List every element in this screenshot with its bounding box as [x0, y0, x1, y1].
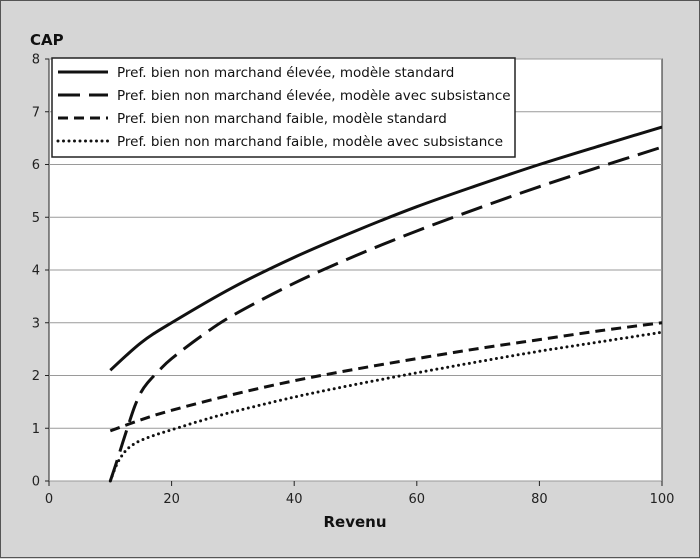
legend-box — [51, 57, 516, 158]
y-tick-label: 5 — [32, 211, 40, 226]
series-line-4 — [108, 330, 664, 483]
y-tick-label: 6 — [32, 158, 40, 173]
y-tick-label: 1 — [32, 422, 40, 437]
legend-label-1: Pref. bien non marchand élevée, modèle s… — [117, 65, 454, 81]
x-tick-label: 80 — [531, 492, 548, 507]
x-tick-label: 60 — [409, 492, 426, 507]
x-tick-label: 0 — [45, 492, 53, 507]
series-line-3 — [109, 321, 663, 433]
series-line-2 — [108, 145, 663, 482]
y-tick-label: 8 — [32, 53, 40, 68]
y-tick-label: 0 — [32, 475, 40, 490]
y-tick-label: 7 — [32, 105, 40, 120]
x-axis-label: Revenu — [323, 513, 386, 531]
y-axis-ticks: 0 1 2 3 4 5 6 7 8 — [32, 53, 49, 490]
x-tick-label: 40 — [286, 492, 303, 507]
y-tick-label: 4 — [32, 264, 40, 279]
series-lines — [108, 125, 664, 483]
x-tick-label: 100 — [650, 492, 675, 507]
y-tick-label: 3 — [32, 316, 40, 331]
legend-label-3: Pref. bien non marchand faible, modèle s… — [117, 111, 447, 127]
y-tick-label: 2 — [32, 369, 40, 384]
legend-label-2: Pref. bien non marchand élevée, modèle a… — [117, 88, 511, 104]
x-tick-label: 20 — [163, 492, 180, 507]
series-line-1 — [109, 125, 663, 372]
x-axis-ticks: 0 20 40 60 80 100 — [45, 481, 675, 507]
legend-label-4: Pref. bien non marchand faible, modèle a… — [117, 134, 503, 150]
legend: Pref. bien non marchand élevée, modèle s… — [51, 57, 516, 158]
y-axis-label: CAP — [30, 31, 64, 49]
